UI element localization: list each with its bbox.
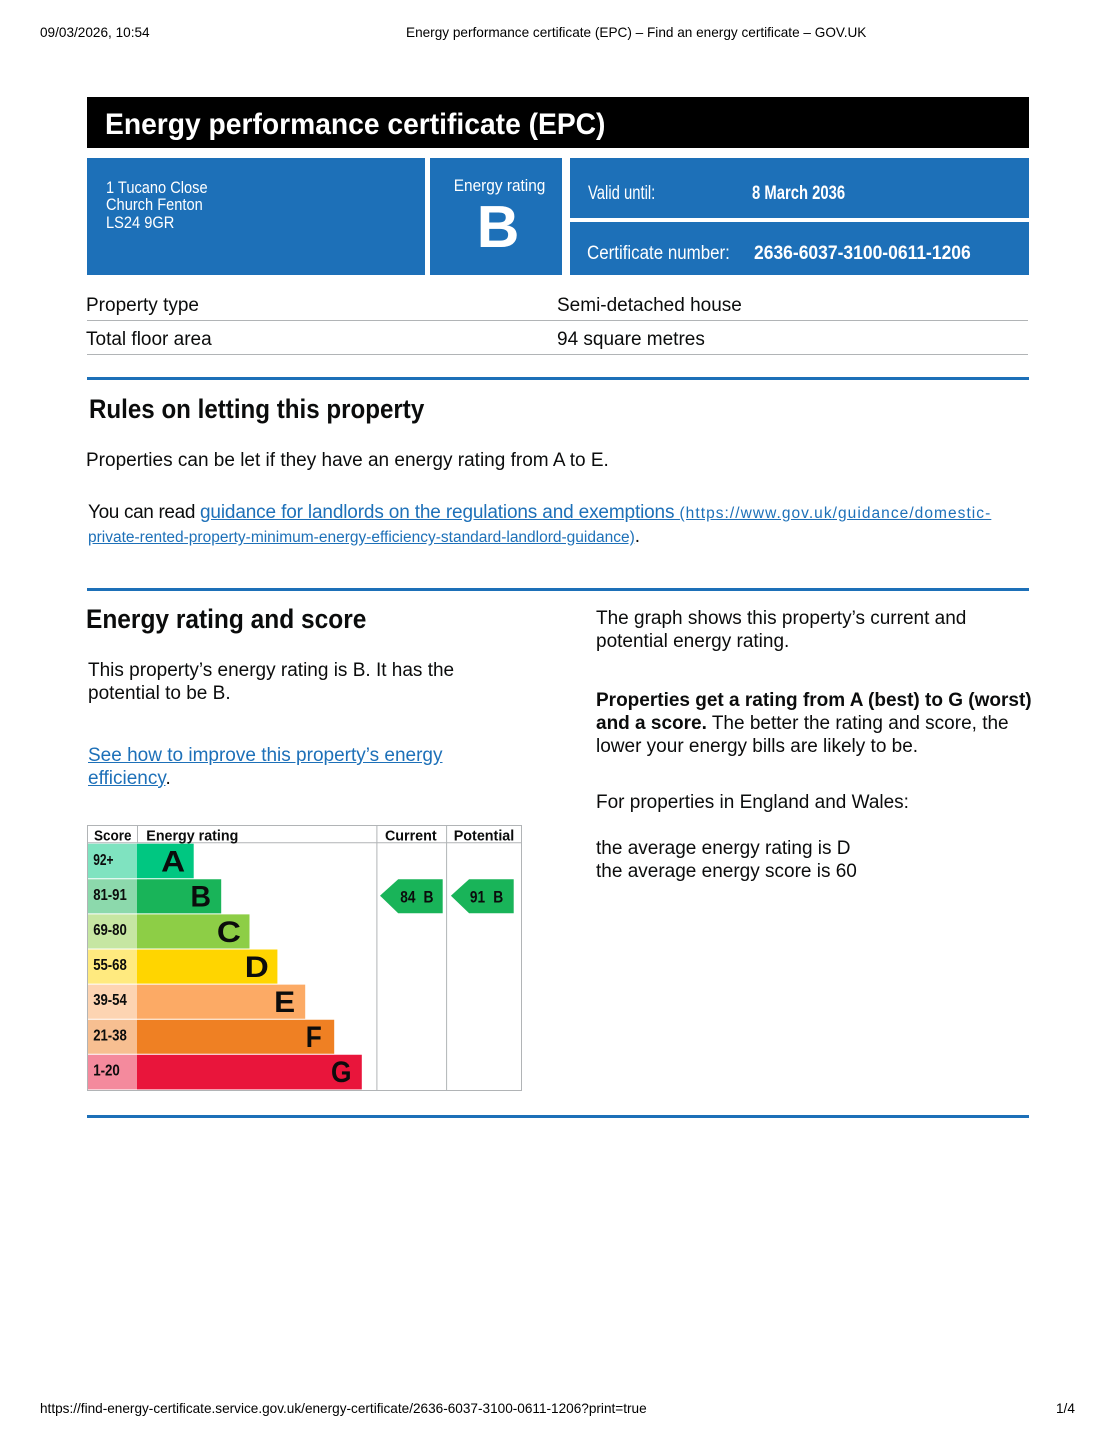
svg-text:69-80: 69-80	[93, 922, 127, 939]
svg-text:B: B	[190, 881, 211, 914]
svg-text:F: F	[306, 1021, 322, 1054]
svg-text:21-38: 21-38	[93, 1027, 127, 1044]
svg-text:Current: Current	[385, 827, 437, 844]
svg-text:D: D	[245, 951, 269, 984]
svg-text:1-20: 1-20	[93, 1062, 120, 1079]
svg-text:39-54: 39-54	[93, 992, 127, 1009]
svg-text:G: G	[331, 1056, 352, 1089]
svg-text:91: 91	[470, 888, 485, 906]
svg-text:A: A	[161, 846, 185, 879]
svg-text:Energy rating: Energy rating	[146, 827, 238, 844]
svg-text:Score: Score	[94, 827, 132, 844]
svg-text:Potential: Potential	[454, 827, 515, 844]
svg-text:81-91: 81-91	[93, 887, 127, 904]
svg-text:55-68: 55-68	[93, 957, 127, 974]
svg-text:C: C	[217, 916, 241, 949]
svg-text:B: B	[493, 888, 503, 906]
svg-text:92+: 92+	[93, 852, 113, 869]
svg-text:B: B	[424, 888, 434, 906]
svg-text:84: 84	[400, 888, 416, 906]
svg-text:E: E	[274, 986, 295, 1019]
